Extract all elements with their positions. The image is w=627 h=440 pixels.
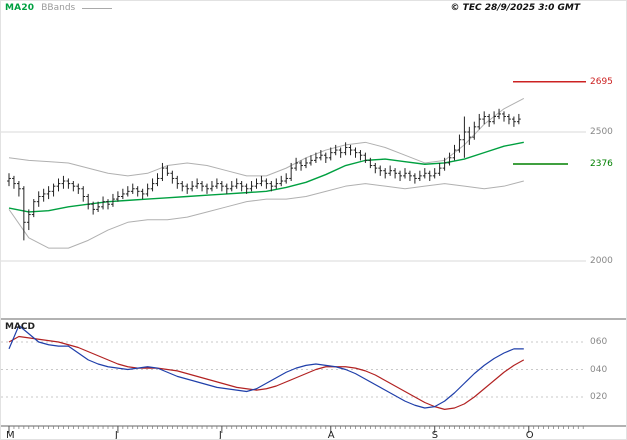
ma20-line	[8, 141, 524, 213]
macd-panel-label: MACD	[5, 322, 35, 332]
price-bars	[7, 108, 521, 241]
legend-bbands-line-sample	[82, 7, 113, 9]
copyright-text: © TEC 28/9/2025 3:0 GMT	[450, 3, 580, 13]
legend-ma20-label: MA20	[5, 3, 35, 13]
bollinger-lower-line	[8, 180, 524, 249]
legend-bbands-label: BBands	[41, 3, 76, 13]
bollinger-upper-line	[8, 98, 525, 177]
chart-legend: MA20 BBands	[5, 3, 113, 13]
macd-line	[8, 324, 524, 409]
macd-signal-line	[8, 335, 525, 410]
